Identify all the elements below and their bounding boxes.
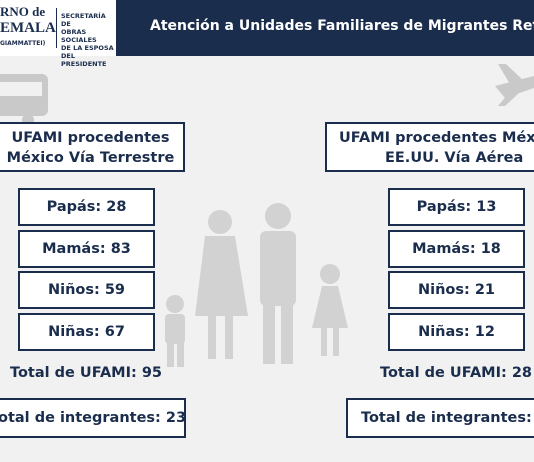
section-title: UFAMI procedentes México Vía Terrestre — [0, 122, 185, 172]
count-item: Niñas: 67 — [18, 313, 155, 351]
count-item: Mamás: 83 — [18, 230, 155, 268]
divider — [56, 8, 57, 48]
logo: RNO de EMALA GIAMMATTEI) SECRETARÍA DE O… — [0, 0, 116, 68]
total-ufami: Total de UFAMI: 95 — [10, 365, 163, 381]
title-line: México Vía Terrestre — [6, 150, 175, 166]
section-title: UFAMI procedentes Méxic EE.UU. Vía Aérea — [325, 122, 534, 172]
total-ufami: Total de UFAMI: 28 — [380, 365, 533, 381]
bus-icon — [0, 74, 48, 126]
logo-text: EMALA — [0, 20, 56, 36]
count-item: Papás: 13 — [388, 188, 525, 226]
header-title: Atención a Unidades Familiares de Migran… — [150, 18, 534, 34]
logo-text: RNO de — [0, 4, 46, 19]
count-item: Mamás: 18 — [388, 230, 525, 268]
secretaria-line: OBRAS SOCIALES — [61, 28, 97, 44]
count-item: Niños: 21 — [388, 271, 525, 309]
count-item: Papás: 28 — [18, 188, 155, 226]
secretaria-line: DE LA ESPOSA — [61, 44, 114, 52]
illustrations — [0, 64, 534, 367]
family-silhouette — [165, 203, 348, 367]
secretaria: SECRETARÍA DE OBRAS SOCIALES DE LA ESPOS… — [61, 12, 116, 68]
count-item: Niñas: 12 — [388, 313, 525, 351]
title-line: EE.UU. Vía Aérea — [385, 150, 524, 166]
title-line: UFAMI procedentes — [11, 130, 170, 146]
count-item: Niños: 59 — [18, 271, 155, 309]
plane-icon — [495, 64, 534, 106]
secretaria-line: DEL PRESIDENTE — [61, 52, 107, 68]
total-integrantes: Total de integrantes: 6 — [346, 398, 534, 438]
total-integrantes: otal de integrantes: 237 — [0, 398, 186, 438]
logo-text: GIAMMATTEI) — [0, 40, 46, 47]
secretaria-line: SECRETARÍA DE — [61, 12, 106, 28]
title-line: UFAMI procedentes Méxic — [339, 130, 534, 146]
